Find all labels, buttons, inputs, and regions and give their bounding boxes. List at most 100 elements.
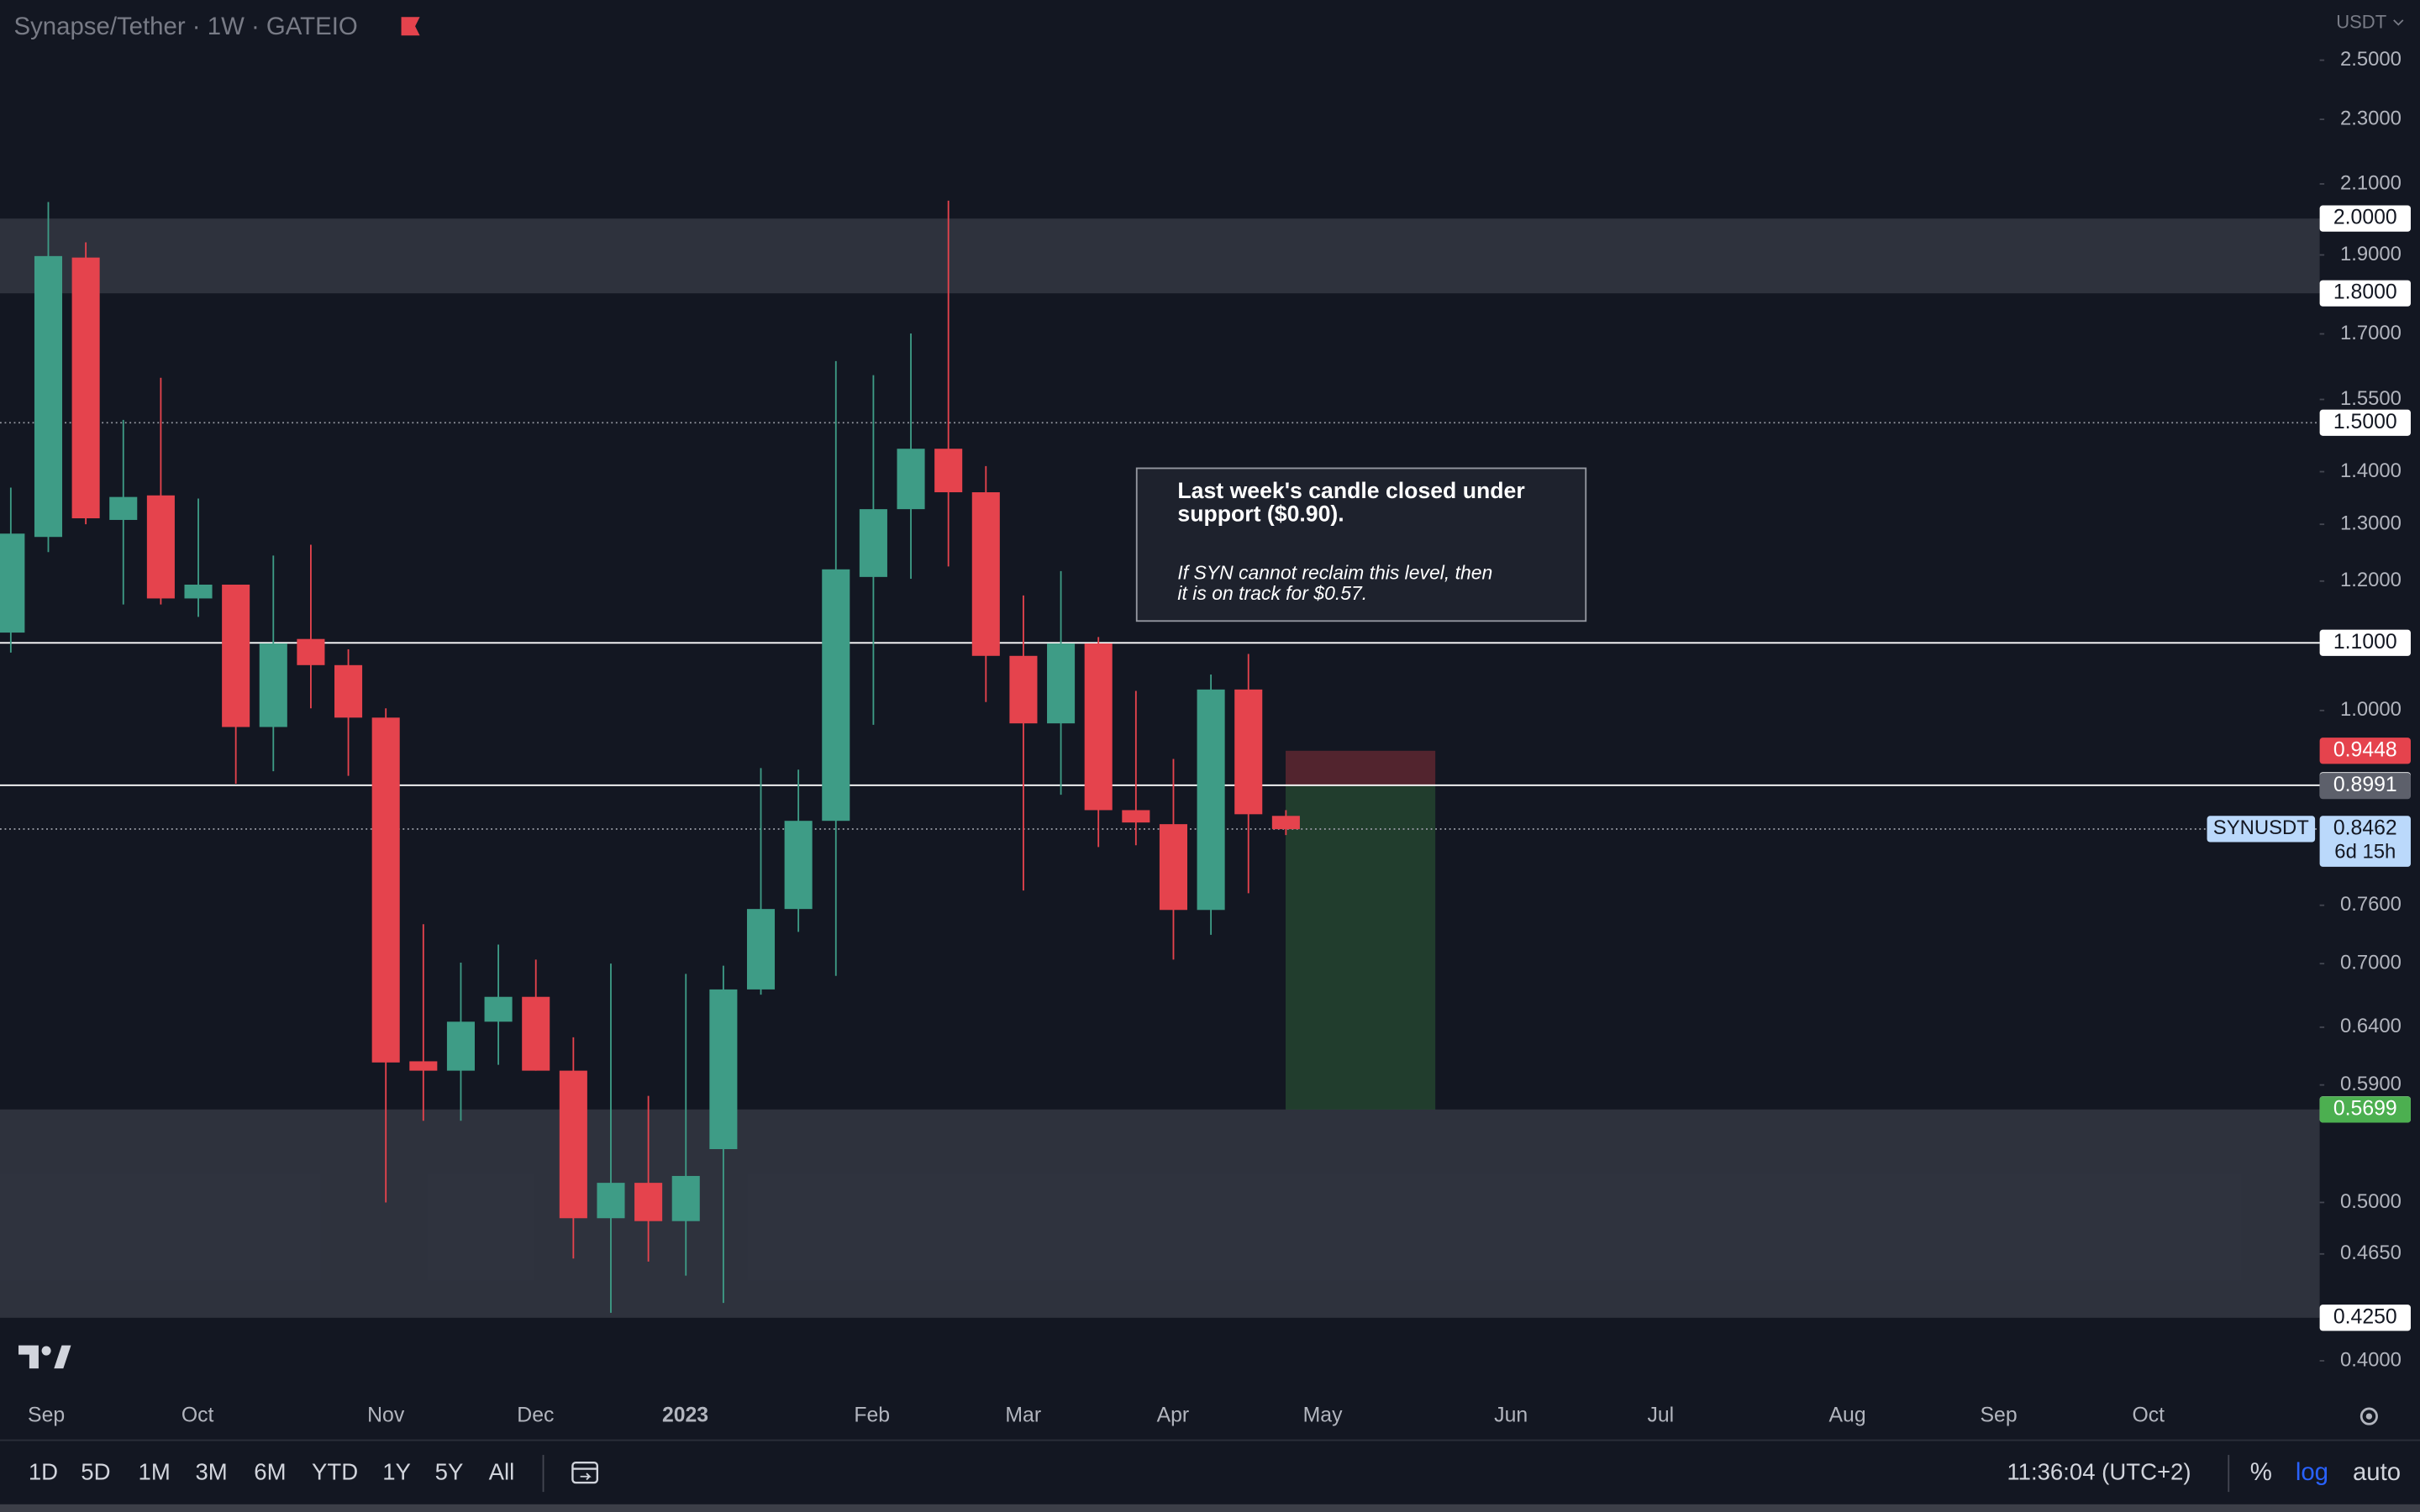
candle-body xyxy=(1197,689,1225,911)
candle-body xyxy=(0,533,25,633)
y-tick-label: 1.2000 xyxy=(2340,569,2402,591)
symbol-label: SYNUSDT xyxy=(2213,816,2309,839)
range-button[interactable]: 5D xyxy=(81,1458,110,1484)
candle-body xyxy=(597,1183,625,1219)
currency[interactable]: USDT xyxy=(2336,11,2386,32)
candle-body xyxy=(484,996,513,1022)
x-tick-label: May xyxy=(1303,1404,1343,1427)
annotation-text: If SYN cannot reclaim this level, then xyxy=(1177,561,1492,583)
candle-body xyxy=(409,1061,438,1071)
candle-body xyxy=(784,821,813,910)
flag-icon[interactable] xyxy=(401,17,420,36)
y-tick-label: 0.7000 xyxy=(2340,951,2402,974)
annotation-text: it is on track for $0.57. xyxy=(1177,582,1367,604)
x-tick-label: Dec xyxy=(517,1404,554,1427)
countdown: 6d 15h xyxy=(2334,841,2396,864)
candle-body xyxy=(522,996,550,1071)
settings-icon[interactable] xyxy=(2360,1407,2378,1425)
tv-logo xyxy=(18,1345,71,1369)
y-tick-label: 0.5000 xyxy=(2340,1190,2402,1213)
date-range-icon[interactable] xyxy=(571,1462,599,1484)
candle-body xyxy=(934,449,963,493)
price-badge-label: 0.8462 xyxy=(2333,816,2397,839)
price-badge xyxy=(2319,280,2411,307)
plot-area xyxy=(0,200,2320,1318)
y-tick-label: 1.7000 xyxy=(2340,322,2402,344)
annotation-title: support ($0.90). xyxy=(1177,501,1344,527)
range-button[interactable]: YTD xyxy=(312,1458,358,1484)
y-tick-label: 1.3000 xyxy=(2340,512,2402,534)
x-tick-label: Oct xyxy=(2132,1404,2165,1427)
x-tick-label: Jun xyxy=(1494,1404,1528,1427)
candle-body xyxy=(971,492,1000,656)
x-tick-label: Sep xyxy=(28,1404,65,1427)
price-badge xyxy=(2319,1305,2411,1331)
candle-body xyxy=(34,255,63,538)
candle-body xyxy=(1047,643,1076,724)
price-badge xyxy=(2319,205,2411,232)
candle-body xyxy=(897,449,925,510)
y-tick-label: 1.0000 xyxy=(2340,698,2402,721)
range-button[interactable]: 5Y xyxy=(435,1458,464,1484)
y-tick-label: 0.6400 xyxy=(2340,1015,2402,1037)
y-tick-label: 2.1000 xyxy=(2340,171,2402,194)
candle-body xyxy=(746,909,776,990)
price-badge xyxy=(2319,629,2411,656)
price-badge xyxy=(2319,409,2411,436)
price-badge xyxy=(2319,1096,2411,1123)
x-tick-label: 2023 xyxy=(662,1404,708,1427)
candle-body xyxy=(1009,655,1038,724)
chart-title: Synapse/Tether · 1W · GATEIO xyxy=(14,13,358,40)
candle-body xyxy=(634,1183,663,1221)
candle-body xyxy=(259,643,287,727)
range-button[interactable]: All xyxy=(489,1458,515,1484)
range-button[interactable]: 1Y xyxy=(382,1458,411,1484)
y-tick-label: 2.3000 xyxy=(2340,107,2402,129)
y-tick-label: 1.5500 xyxy=(2340,387,2402,410)
y-tick-label: 1.9000 xyxy=(2340,243,2402,265)
candle-body xyxy=(146,495,175,599)
range-button[interactable]: 1D xyxy=(29,1458,58,1484)
currency-caret xyxy=(2393,19,2404,26)
range-button[interactable]: 1M xyxy=(139,1458,171,1484)
x-tick-label: Nov xyxy=(367,1404,405,1427)
log-toggle[interactable]: log xyxy=(2296,1458,2328,1486)
price-badge xyxy=(2319,738,2411,764)
price-badge-label: 1.8000 xyxy=(2333,281,2397,304)
zone xyxy=(0,1109,2320,1318)
candle-body xyxy=(109,496,138,520)
clock[interactable]: 11:36:04 (UTC+2) xyxy=(2007,1458,2191,1484)
price-badge-label: 0.4250 xyxy=(2333,1305,2397,1328)
candle-body xyxy=(371,717,400,1063)
candle-body xyxy=(709,989,738,1150)
x-tick-label: Apr xyxy=(1157,1404,1190,1427)
auto-toggle[interactable]: auto xyxy=(2353,1458,2401,1486)
stop-zone xyxy=(1286,750,1436,786)
target-zone xyxy=(1286,785,1436,1110)
x-tick-label: Aug xyxy=(1829,1404,1866,1427)
candle-body xyxy=(859,509,887,577)
y-tick-label: 2.5000 xyxy=(2340,48,2402,71)
candle-body xyxy=(297,638,325,665)
candle-body xyxy=(671,1175,700,1221)
x-tick-label: Jul xyxy=(1647,1404,1674,1427)
candle-body xyxy=(1084,643,1113,811)
candle-body xyxy=(446,1021,475,1071)
range-button[interactable]: 3M xyxy=(195,1458,227,1484)
range-button[interactable]: 6M xyxy=(254,1458,286,1484)
candle-body xyxy=(1122,810,1150,823)
candle-body xyxy=(1234,689,1263,815)
percent-toggle[interactable]: % xyxy=(2250,1458,2272,1486)
price-badge-label: 0.9448 xyxy=(2333,738,2397,761)
candle-body xyxy=(1271,816,1300,830)
candle-body xyxy=(1159,824,1187,911)
y-tick-label: 0.4650 xyxy=(2340,1242,2402,1264)
price-badge xyxy=(2319,816,2411,867)
candle-body xyxy=(822,569,850,822)
bottom-strip xyxy=(0,1504,2420,1512)
candle-body xyxy=(222,585,250,727)
y-tick-label: 1.4000 xyxy=(2340,459,2402,482)
price-badge-label: 2.0000 xyxy=(2333,207,2397,229)
price-badge-label: 0.8991 xyxy=(2333,774,2397,796)
